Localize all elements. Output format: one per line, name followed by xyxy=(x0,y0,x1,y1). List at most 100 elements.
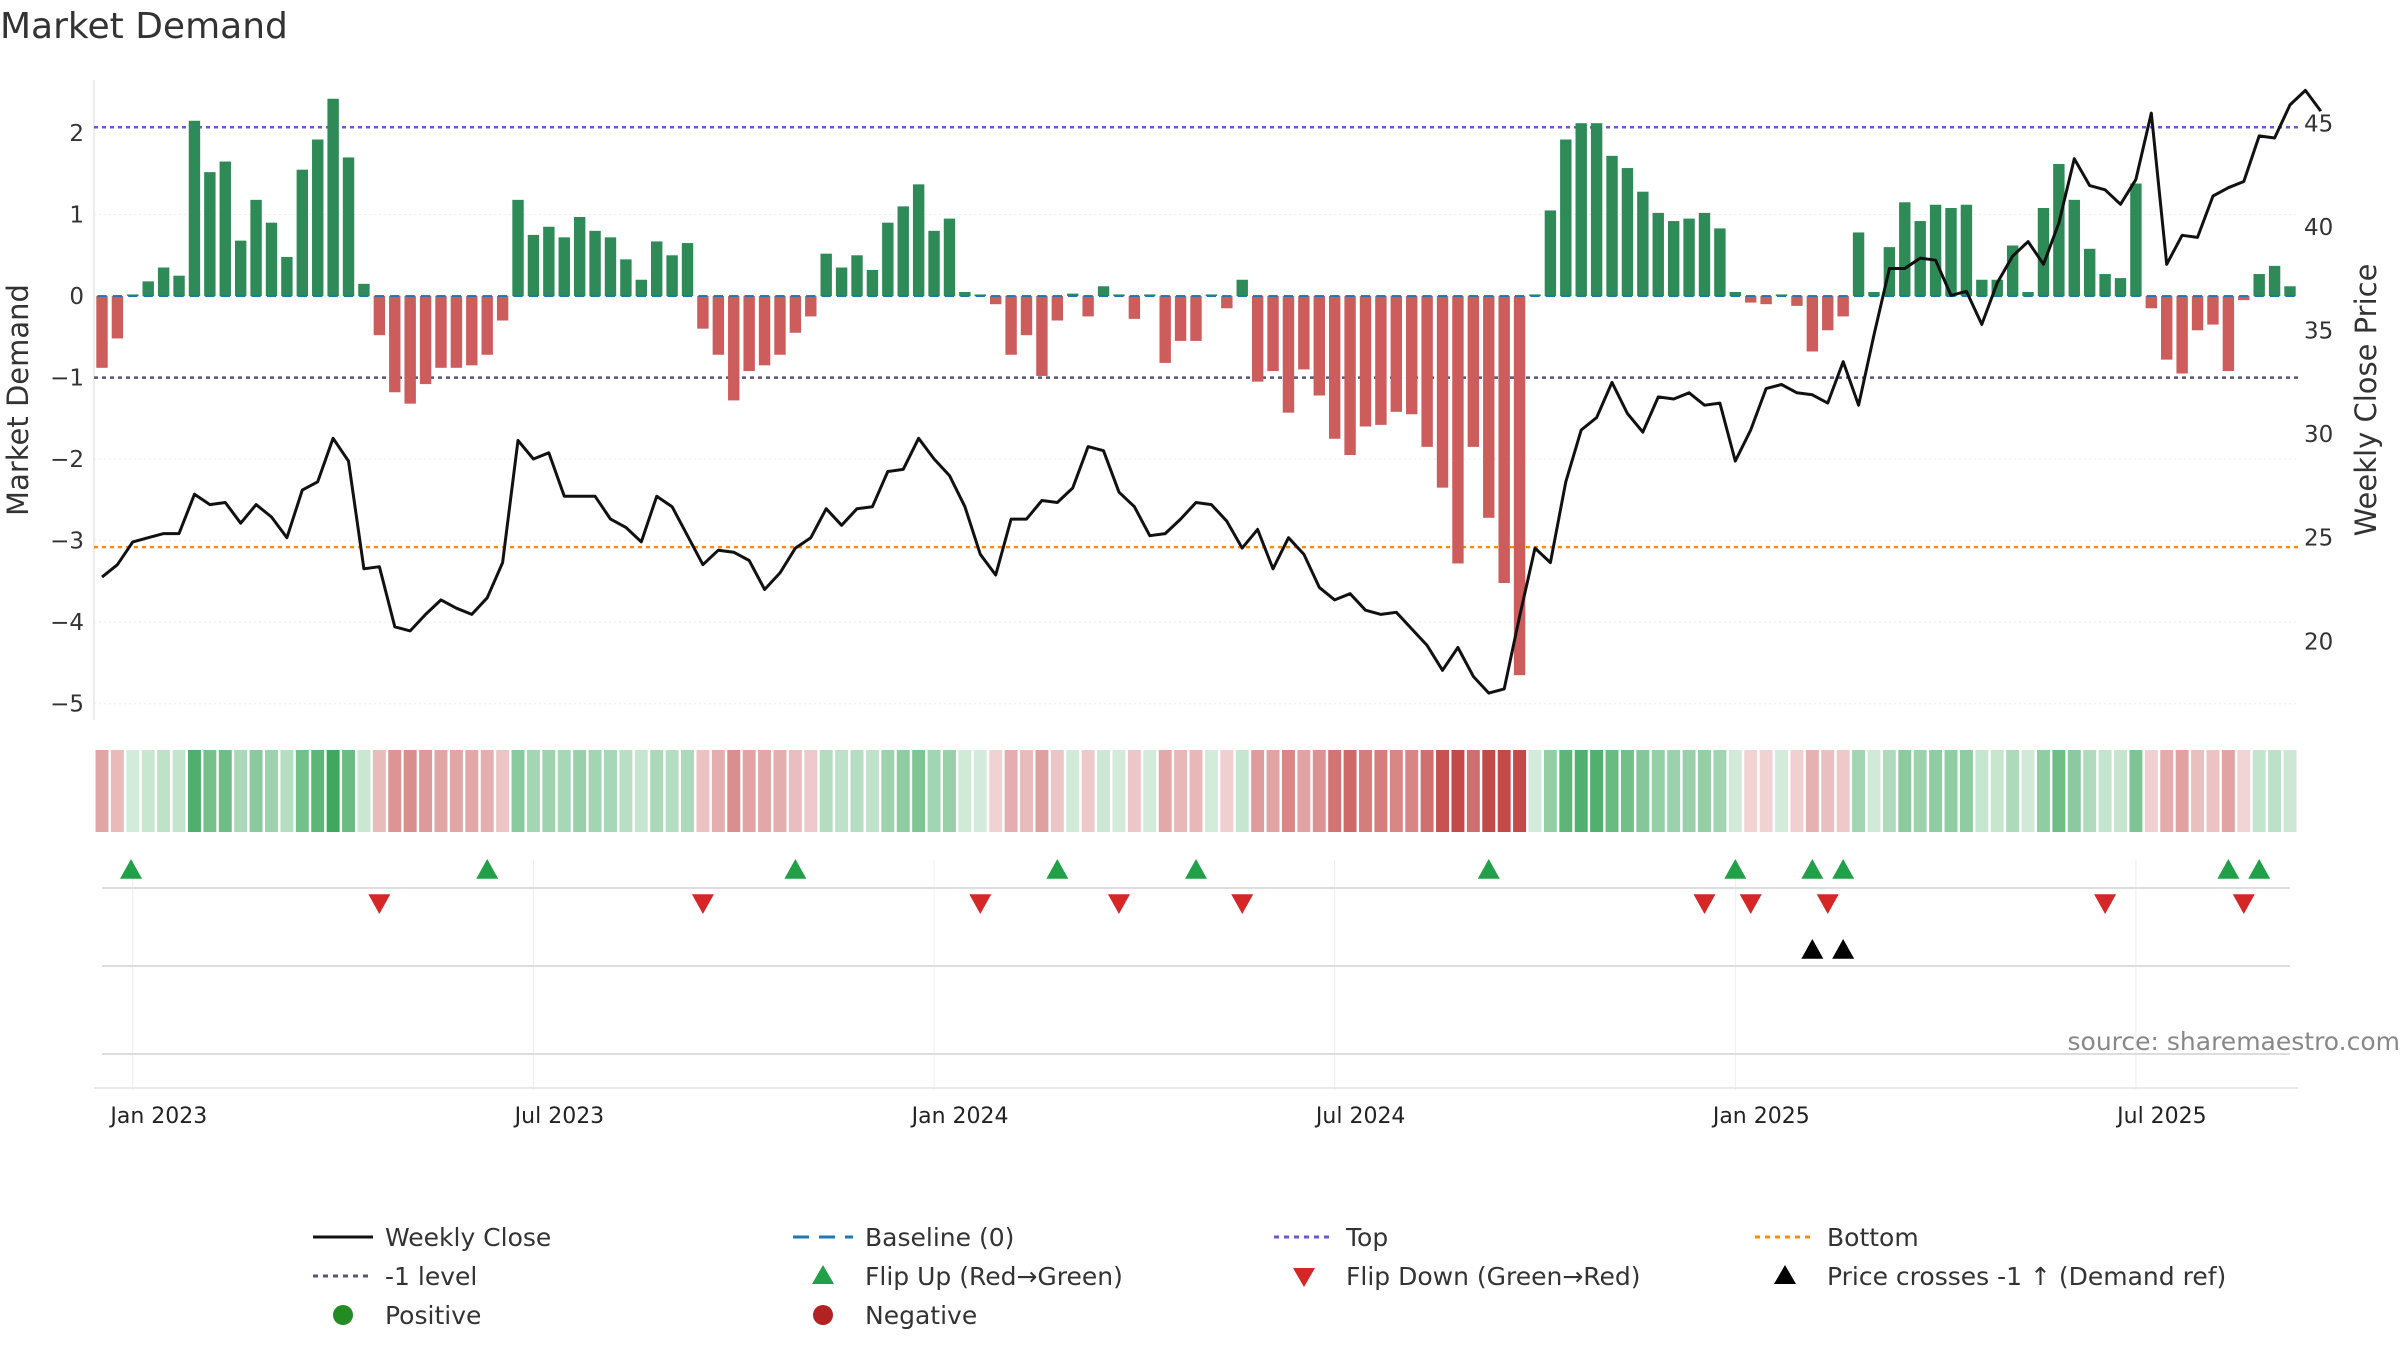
heat-cell xyxy=(989,750,1003,832)
demand-bar xyxy=(835,267,848,297)
heat-cell xyxy=(2221,750,2235,832)
left-tick-label: 2 xyxy=(69,121,84,147)
heat-cell xyxy=(1605,750,1619,832)
demand-bar xyxy=(1560,139,1572,297)
demand-bar xyxy=(2176,296,2188,374)
demand-bar xyxy=(1991,279,2003,297)
heat-cell xyxy=(2160,750,2174,832)
heat-cell xyxy=(804,750,818,832)
legend-item: Baseline (0) xyxy=(793,1223,1014,1252)
heat-cell xyxy=(773,750,787,832)
demand-bar xyxy=(774,296,786,355)
heat-cell xyxy=(1466,750,1480,832)
heat-cell xyxy=(1852,750,1866,832)
demand-bar xyxy=(1945,208,1957,297)
demand-bar xyxy=(2191,296,2204,331)
heat-cell xyxy=(1297,750,1311,832)
demand-bar xyxy=(1328,296,1341,439)
demand-bar xyxy=(1406,296,1418,415)
demand-bar xyxy=(1837,296,1849,317)
heat-cell xyxy=(2144,750,2158,832)
heat-cell xyxy=(1343,750,1357,832)
demand-bar xyxy=(312,139,324,297)
heat-cell xyxy=(2114,750,2127,832)
heat-cell xyxy=(1359,750,1372,832)
left-tick-label: −3 xyxy=(50,529,84,555)
left-tick-label: −1 xyxy=(50,366,84,392)
legend-label: Weekly Close xyxy=(385,1223,551,1252)
demand-bar xyxy=(173,275,185,297)
heat-cell xyxy=(727,750,741,832)
demand-bar xyxy=(789,296,802,333)
heat-cell xyxy=(542,750,556,832)
heat-cell xyxy=(1174,750,1188,832)
demand-bar xyxy=(2130,183,2142,297)
flip-up-marker xyxy=(1046,859,1069,879)
demand-bar xyxy=(1467,296,1480,447)
left-axis-label: Market Demand xyxy=(1,284,35,516)
legend-item: Weekly Close xyxy=(313,1223,551,1252)
flip-up-marker xyxy=(1801,859,1824,879)
legend-label: Bottom xyxy=(1827,1223,1919,1252)
demand-bar xyxy=(712,296,725,355)
flip-up-marker xyxy=(2248,859,2271,879)
demand-bar xyxy=(2083,248,2096,297)
heat-cell xyxy=(2098,750,2112,832)
heat-cell xyxy=(357,750,371,832)
heat-cell xyxy=(2006,750,2020,832)
right-axis-ticks: 45 40 35 30 25 20 xyxy=(2304,111,2333,655)
source-credit: source: sharemaestro.com xyxy=(2068,1027,2400,1056)
demand-bar xyxy=(157,267,170,297)
right-tick-label: 35 xyxy=(2304,319,2333,345)
heat-cell xyxy=(711,750,725,832)
demand-bar xyxy=(219,161,231,297)
demand-bar xyxy=(1036,296,1048,376)
heat-cell xyxy=(588,750,602,832)
heat-cell xyxy=(650,750,664,832)
demand-bar xyxy=(1097,286,1110,297)
demand-bar xyxy=(1929,204,1942,297)
heat-cell xyxy=(1682,750,1696,832)
heat-cell xyxy=(1312,750,1326,832)
heat-cell xyxy=(1744,750,1758,832)
flip-down-marker xyxy=(1739,894,1762,914)
legend-item: Top xyxy=(1274,1223,1388,1252)
heat-cell xyxy=(1189,750,1203,832)
flip-down-marker xyxy=(1231,894,1254,914)
heat-cell xyxy=(172,750,186,832)
heat-cell xyxy=(1081,750,1095,832)
heat-cell xyxy=(295,750,309,832)
legend-label: Top xyxy=(1345,1223,1388,1252)
demand-bar xyxy=(2114,278,2127,297)
legend-item: Flip Down (Green→Red) xyxy=(1293,1262,1641,1291)
heat-cell xyxy=(1035,750,1049,832)
heat-cell xyxy=(634,750,648,832)
legend-item: Bottom xyxy=(1755,1223,1919,1252)
heat-cell xyxy=(1559,750,1573,832)
demand-bar xyxy=(2253,274,2265,297)
heat-cell xyxy=(1698,750,1711,832)
demand-bar xyxy=(758,296,771,366)
demand-bar xyxy=(2037,208,2050,297)
demand-bar xyxy=(897,206,909,297)
demand-bar xyxy=(959,291,971,297)
demand-bar xyxy=(1822,296,1834,331)
heat-cell xyxy=(249,750,263,832)
demand-bar xyxy=(1513,296,1526,676)
flip-down-marker xyxy=(1693,894,1716,914)
legend-label: Positive xyxy=(385,1301,481,1330)
heat-cell xyxy=(2206,750,2220,832)
legend-item: -1 level xyxy=(313,1262,477,1291)
heat-cell xyxy=(1112,750,1126,832)
heat-cell xyxy=(927,750,941,832)
demand-bar xyxy=(681,243,694,297)
demand-bar xyxy=(820,253,832,297)
legend-item: Negative xyxy=(813,1301,977,1330)
demand-bar xyxy=(805,296,817,317)
heat-cell xyxy=(2083,750,2097,832)
demand-bar xyxy=(543,226,555,297)
legend-label: Price crosses -1 ↑ (Demand ref) xyxy=(1827,1262,2226,1291)
left-tick-label: 1 xyxy=(69,203,84,229)
demand-bar xyxy=(1313,296,1325,396)
demand-bar xyxy=(743,296,755,372)
